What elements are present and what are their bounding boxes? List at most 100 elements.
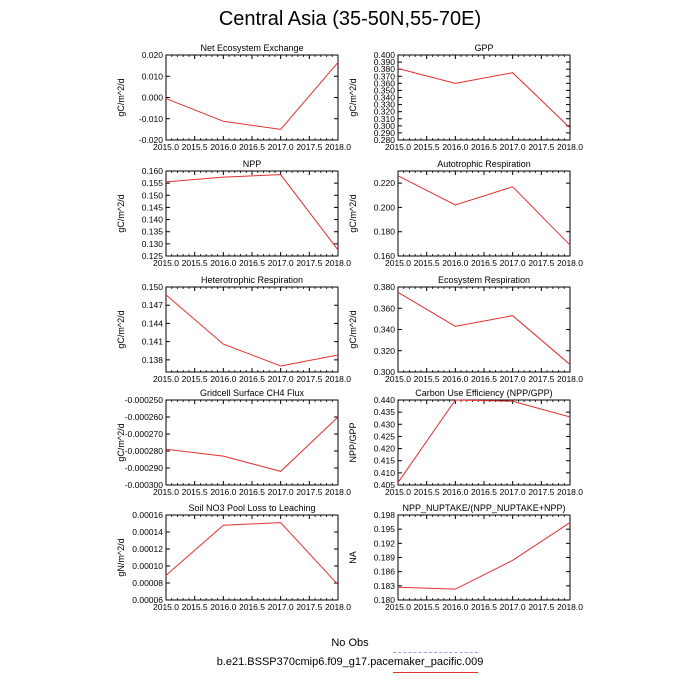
panel-5-xtick-label: 2016.0 <box>210 374 236 384</box>
panel-2-xtick-label: 2018.0 <box>557 142 583 152</box>
panel-10-plot-frame <box>397 514 571 601</box>
panel-2-series-line-1 <box>397 67 571 129</box>
panel-4-xtick-label: 2017.5 <box>528 258 554 268</box>
panel-3-series-line-1 <box>165 174 339 251</box>
panel-1-ytick-label: 0.020 <box>142 50 164 60</box>
panel-5-ylabel: gC/m^2/d <box>116 310 126 348</box>
panel-6-ytick-label: 0.300 <box>374 367 396 377</box>
panel-1-ytick-label: -0.010 <box>139 114 163 124</box>
panel-6-xtick-label: 2017.0 <box>500 374 526 384</box>
panel-10-xtick-label: 2017.0 <box>500 602 526 612</box>
panel-4-title: Autotrophic Respiration <box>437 159 531 169</box>
panel-2-ytick-label: 0.350 <box>374 85 396 95</box>
panel-2-ytick-label: 0.340 <box>374 93 396 103</box>
panel-4-xtick-label: 2016.0 <box>442 258 468 268</box>
panel-1-ytick-label: -0.020 <box>139 135 163 145</box>
panel-5-title: Heterotrophic Respiration <box>201 275 303 285</box>
panel-1-xtick-label: 2018.0 <box>325 142 351 152</box>
panel-2-xtick-label: 2015.0 <box>385 142 411 152</box>
panel-2-xtick-label: 2017.0 <box>500 142 526 152</box>
panel-7-plot-frame <box>165 399 339 486</box>
panel-2-ytick-label: 0.380 <box>374 64 396 74</box>
panel-10-xtick-label: 2016.5 <box>471 602 497 612</box>
panel-6-title: Ecosystem Respiration <box>438 275 530 285</box>
panel-10-xtick-label: 2016.0 <box>442 602 468 612</box>
panel-2-ytick-label: 0.300 <box>374 121 396 131</box>
panel-8-ytick-label: 0.430 <box>374 419 396 429</box>
panel-3-ytick-label: 0.150 <box>142 190 164 200</box>
panel-4-ylabel: gC/m^2/d <box>348 194 358 232</box>
panel-8-xtick-label: 2017.5 <box>528 487 554 497</box>
panel-1-ylabel: gC/m^2/d <box>116 78 126 116</box>
panel-9-ytick-label: 0.00016 <box>132 510 163 520</box>
panel-4-ytick-label: 0.220 <box>374 178 396 188</box>
panel-5-xtick-label: 2018.0 <box>325 374 351 384</box>
panel-10-ylabel: NA <box>348 551 358 564</box>
legend-obs-line <box>393 652 478 653</box>
panel-3-xtick-label: 2016.0 <box>210 258 236 268</box>
panel-1-xtick-label: 2017.5 <box>296 142 322 152</box>
panel-3-ylabel: gC/m^2/d <box>116 194 126 232</box>
panel-5-ytick-label: 0.144 <box>142 318 164 328</box>
panel-9-ylabel: gN/m^2/d <box>116 538 126 576</box>
panel-2-ytick-label: 0.390 <box>374 57 396 67</box>
panel-5-ytick-label: 0.141 <box>142 337 164 347</box>
panel-9-xtick-label: 2018.0 <box>325 602 351 612</box>
panel-3-xtick-label: 2016.5 <box>239 258 265 268</box>
panel-2-ytick-label: 0.360 <box>374 78 396 88</box>
panel-6-ylabel: gC/m^2/d <box>348 310 358 348</box>
panel-3-ytick-label: 0.155 <box>142 178 164 188</box>
panel-4-xtick-label: 2015.0 <box>385 258 411 268</box>
panel-5-xtick-label: 2017.5 <box>296 374 322 384</box>
panel-7-ytick-label: -0.000280 <box>125 446 164 456</box>
panel-4-xtick-label: 2015.5 <box>414 258 440 268</box>
panel-8-ytick-label: 0.420 <box>374 444 396 454</box>
panel-10-xtick-label: 2017.5 <box>528 602 554 612</box>
panel-7-series-line-1 <box>165 416 339 472</box>
panel-4-xtick-label: 2017.0 <box>500 258 526 268</box>
panel-9-ytick-label: 0.00014 <box>132 527 163 537</box>
panel-5-series-line-1 <box>165 294 339 367</box>
panel-3-ytick-label: 0.135 <box>142 227 164 237</box>
panel-8-title: Carbon Use Efficiency (NPP/GPP) <box>415 388 552 398</box>
panel-1-series-line-1 <box>165 62 339 130</box>
panel-8-series-line-1 <box>397 399 571 483</box>
panel-6-ytick-label: 0.320 <box>374 346 396 356</box>
panel-5-ytick-label: 0.138 <box>142 355 164 365</box>
panel-6-ytick-label: 0.360 <box>374 303 396 313</box>
panel-6-series-line-1 <box>397 291 571 365</box>
panel-6-xtick-label: 2015.5 <box>414 374 440 384</box>
panel-1-ytick-label: 0.000 <box>142 93 164 103</box>
panel-3-ytick-label: 0.130 <box>142 239 164 249</box>
panel-10-ytick-label: 0.195 <box>374 524 396 534</box>
panel-3-xtick-label: 2015.0 <box>153 258 179 268</box>
panel-8-xtick-label: 2015.0 <box>385 487 411 497</box>
panel-1-plot-frame <box>165 54 339 141</box>
panel-4-ytick-label: 0.180 <box>374 227 396 237</box>
panel-4-xtick-label: 2018.0 <box>557 258 583 268</box>
panel-2-xtick-label: 2016.0 <box>442 142 468 152</box>
panel-9-series-line-1 <box>165 522 339 586</box>
panel-7-ytick-label: -0.000300 <box>125 480 164 490</box>
panel-2-ytick-label: 0.330 <box>374 100 396 110</box>
panel-8-xtick-label: 2017.0 <box>500 487 526 497</box>
panel-4-ytick-label: 0.160 <box>374 251 396 261</box>
panel-2-ytick-label: 0.310 <box>374 114 396 124</box>
panel-8-ytick-label: 0.410 <box>374 468 396 478</box>
panel-7-xtick-label: 2016.5 <box>239 487 265 497</box>
panel-1-xtick-label: 2016.0 <box>210 142 236 152</box>
panel-7-xtick-label: 2016.0 <box>210 487 236 497</box>
panel-5-xtick-label: 2016.5 <box>239 374 265 384</box>
panel-2-ytick-label: 0.290 <box>374 128 396 138</box>
panel-9-title: Soil NO3 Pool Loss to Leaching <box>188 503 315 513</box>
panel-10-xtick-label: 2015.0 <box>385 602 411 612</box>
panel-3-ytick-label: 0.160 <box>142 166 164 176</box>
panel-3-ytick-label: 0.140 <box>142 215 164 225</box>
panel-10-ytick-label: 0.189 <box>374 553 396 563</box>
panel-9-xtick-label: 2015.5 <box>182 602 208 612</box>
panel-5-xtick-label: 2015.5 <box>182 374 208 384</box>
panel-9-ytick-label: 0.00008 <box>132 578 163 588</box>
panel-6-xtick-label: 2016.5 <box>471 374 497 384</box>
panel-8-ytick-label: 0.415 <box>374 456 396 466</box>
